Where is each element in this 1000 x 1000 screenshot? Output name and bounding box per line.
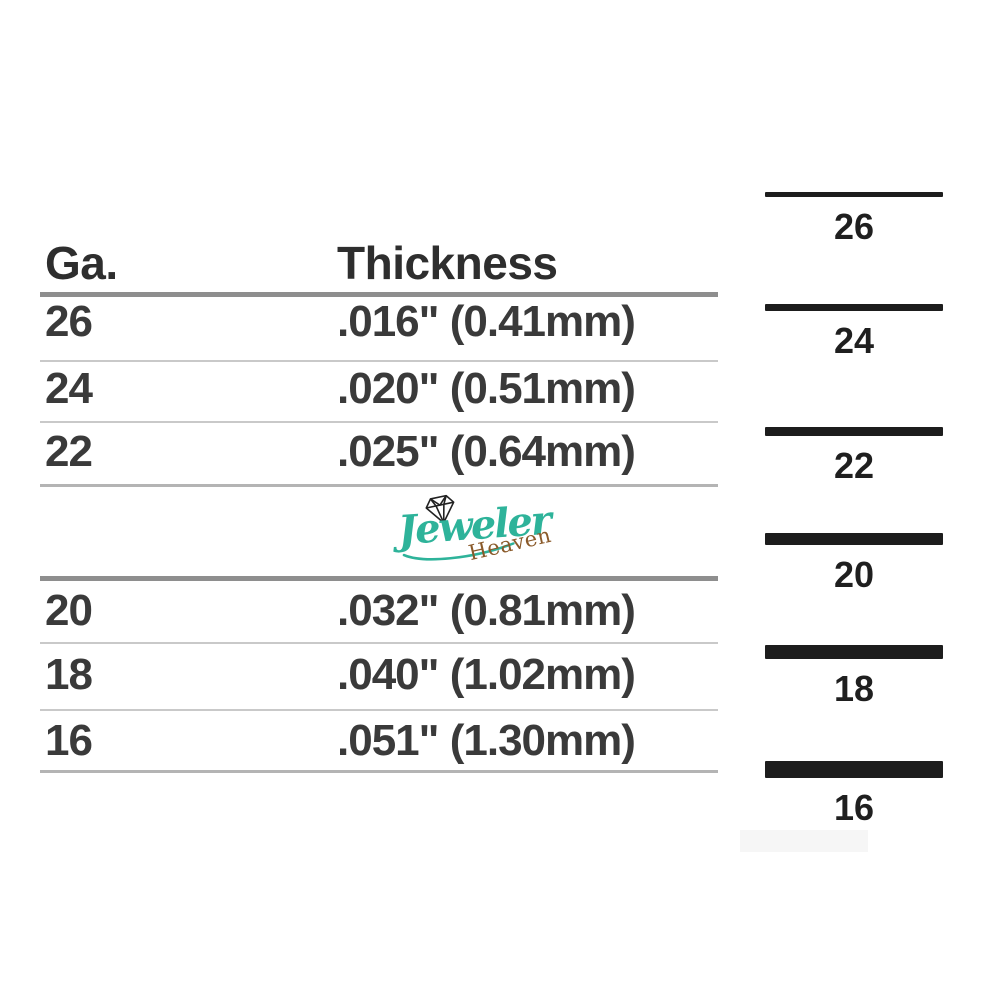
gauge-value: 26: [45, 297, 93, 346]
gauge-bar-label: 20: [833, 554, 875, 595]
table-row: 22 .025" (0.64mm): [40, 430, 718, 474]
thickness-value: .016" (0.41mm): [337, 297, 636, 346]
gauge-value: 24: [45, 364, 93, 413]
gauge-bar-20: 20: [765, 533, 943, 593]
gauge-bar-line: [765, 304, 943, 311]
header-gauge: Ga.: [45, 237, 118, 289]
gauge-bar-16: 16: [765, 761, 943, 826]
gauge-bar-line: [765, 427, 943, 436]
gauge-bar-line: [765, 533, 943, 545]
section-divider: [40, 484, 718, 487]
gauge-value: 22: [45, 427, 93, 476]
table-bottom-rule: [40, 770, 718, 773]
row-divider: [40, 421, 718, 423]
row-divider: [40, 360, 718, 362]
gauge-value: 18: [45, 650, 93, 699]
thickness-value: .040" (1.02mm): [337, 650, 636, 699]
thickness-value: .032" (0.81mm): [337, 586, 636, 635]
gauge-value: 16: [45, 716, 93, 765]
thickness-value: .025" (0.64mm): [337, 427, 636, 476]
table-row: 18 .040" (1.02mm): [40, 653, 718, 697]
gauge-bar-line: [765, 761, 943, 778]
table-row: 26 .016" (0.41mm): [40, 300, 718, 344]
logo-swash: [402, 542, 515, 561]
section-rule: [40, 576, 718, 581]
header-rule: [40, 292, 718, 297]
gauge-bar-line: [765, 192, 943, 197]
gauge-bar-26: 26: [765, 192, 943, 245]
gauge-bar-label: 24: [833, 320, 875, 361]
table-header-row: Ga. Thickness: [40, 240, 718, 286]
table-row: 24 .020" (0.51mm): [40, 367, 718, 411]
table-row: 20 .032" (0.81mm): [40, 589, 718, 633]
jeweler-heaven-logo: Jeweler Heaven: [397, 494, 568, 574]
row-divider: [40, 642, 718, 644]
thickness-value: .020" (0.51mm): [337, 364, 636, 413]
faint-watermark-box: [740, 830, 868, 852]
table-row: 16 .051" (1.30mm): [40, 719, 718, 763]
gauge-bar-18: 18: [765, 645, 943, 707]
gauge-bar-label: 18: [833, 668, 875, 709]
gauge-bar-label: 16: [833, 787, 875, 828]
gauge-bar-label: 22: [833, 445, 875, 486]
gauge-bar-line: [765, 645, 943, 659]
row-divider: [40, 709, 718, 711]
gauge-bar-22: 22: [765, 427, 943, 484]
gauge-value: 20: [45, 586, 93, 635]
thickness-value: .051" (1.30mm): [337, 716, 636, 765]
diamond-icon: [425, 494, 455, 524]
header-thickness: Thickness: [337, 237, 558, 289]
gauge-bar-label: 26: [833, 206, 875, 247]
gauge-bar-24: 24: [765, 304, 943, 359]
